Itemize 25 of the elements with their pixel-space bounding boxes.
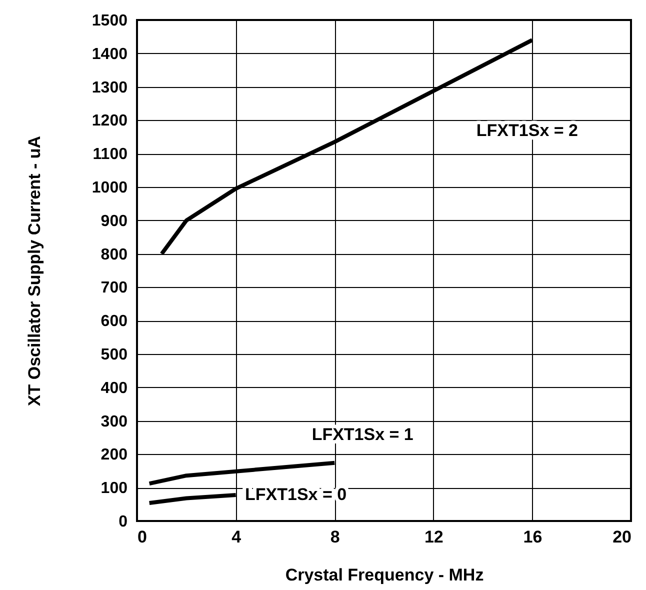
y-tick-label: 200 — [100, 446, 128, 464]
series-label: LFXT1Sx = 0 — [245, 484, 347, 504]
y-tick-label: 1100 — [92, 146, 128, 164]
y-tick-label: 700 — [100, 280, 128, 297]
y-tick-label: 1000 — [92, 180, 128, 196]
y-tick-label: 100 — [100, 480, 128, 498]
y-tick-label: 1500 — [92, 12, 128, 30]
y-tick-label: 800 — [100, 246, 128, 264]
y-tick-label: 0 — [118, 514, 128, 530]
y-tick-label: 1400 — [92, 46, 128, 63]
x-tick-label: 16 — [523, 528, 542, 546]
y-tick-label: 400 — [100, 380, 128, 397]
x-tick-label: 4 — [232, 528, 242, 546]
x-axis-title: Crystal Frequency - MHz — [285, 566, 484, 584]
y-tick-label: 900 — [100, 212, 128, 230]
x-tick-label: 8 — [330, 528, 340, 546]
x-tick-label: 20 — [612, 528, 632, 546]
y-tick-label: 300 — [100, 413, 128, 430]
x-tick-label: 12 — [424, 528, 444, 546]
y-axis-title: XT Oscillator Supply Current - uA — [24, 136, 44, 406]
y-tick-label: 1200 — [92, 112, 128, 130]
y-tick-label: 600 — [100, 313, 128, 330]
y-tick-label: 1300 — [92, 79, 128, 96]
y-tick-label: 500 — [100, 346, 128, 364]
x-tick-label: 0 — [138, 528, 147, 546]
